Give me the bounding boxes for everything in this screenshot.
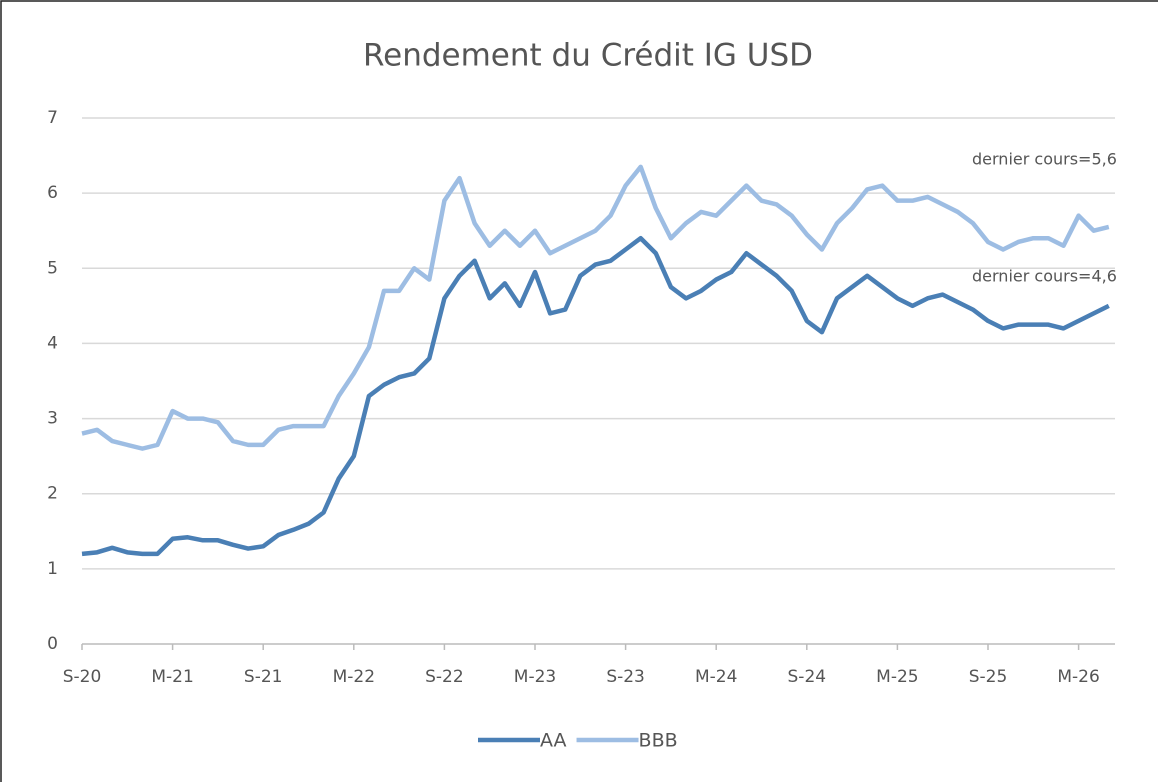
x-tick-label: M-26 bbox=[1057, 667, 1099, 687]
line-series bbox=[81, 235, 1110, 557]
annotation: dernier cours=5,6 bbox=[972, 150, 1117, 169]
legend-label: AA bbox=[540, 730, 567, 752]
chart-title: Rendement du Crédit IG USD bbox=[363, 38, 813, 74]
x-tick-label: S-23 bbox=[606, 667, 645, 687]
y-tick-label: 1 bbox=[47, 559, 58, 579]
x-tick-label: M-21 bbox=[151, 667, 193, 687]
y-tick-label: 6 bbox=[47, 183, 58, 203]
annotation: dernier cours=4,6 bbox=[972, 267, 1117, 286]
x-tick-label: M-23 bbox=[514, 667, 556, 687]
x-tick-label: M-25 bbox=[876, 667, 918, 687]
x-tick-label: S-25 bbox=[969, 667, 1008, 687]
y-tick-label: 0 bbox=[47, 634, 58, 654]
y-tick-label: 4 bbox=[47, 333, 58, 353]
x-tick-label: S-21 bbox=[244, 667, 283, 687]
line-series bbox=[81, 164, 1110, 451]
y-tick-label: 3 bbox=[47, 409, 58, 429]
legend-label: BBB bbox=[639, 730, 678, 752]
y-tick-label: 7 bbox=[47, 108, 58, 128]
x-tick-label: M-24 bbox=[695, 667, 737, 687]
x-tick-label: M-22 bbox=[333, 667, 375, 687]
x-tick-label: S-22 bbox=[425, 667, 464, 687]
x-tick-label: S-20 bbox=[63, 667, 102, 687]
y-tick-label: 5 bbox=[47, 258, 58, 278]
y-tick-label: 2 bbox=[47, 484, 58, 504]
x-tick-label: S-24 bbox=[788, 667, 827, 687]
